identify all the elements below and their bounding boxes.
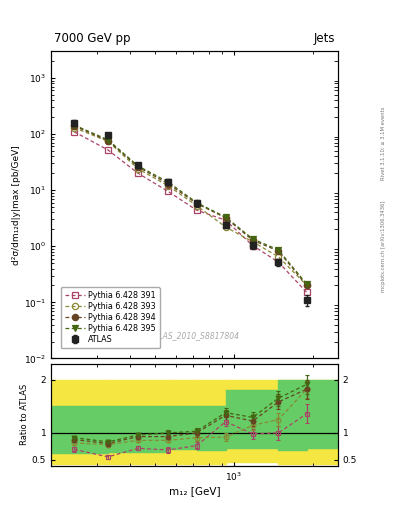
Line: Pythia 6.428 395: Pythia 6.428 395 xyxy=(71,122,310,287)
Pythia 6.428 393 xyxy=(250,239,255,245)
Pythia 6.428 393 xyxy=(305,282,309,288)
Pythia 6.428 394 xyxy=(305,282,309,288)
Y-axis label: d²σ/dm₁₂d|y|max [pb/GeV]: d²σ/dm₁₂d|y|max [pb/GeV] xyxy=(12,145,21,265)
Pythia 6.428 394 xyxy=(166,181,171,187)
Pythia 6.428 393 xyxy=(276,253,281,260)
Pythia 6.428 393 xyxy=(136,166,140,172)
Pythia 6.428 394 xyxy=(106,138,110,144)
Pythia 6.428 395 xyxy=(106,137,110,143)
Line: Pythia 6.428 391: Pythia 6.428 391 xyxy=(71,129,310,295)
Text: mcplots.cern.ch [arXiv:1306.3436]: mcplots.cern.ch [arXiv:1306.3436] xyxy=(381,200,386,291)
Pythia 6.428 395 xyxy=(305,281,309,287)
Pythia 6.428 394 xyxy=(223,215,228,221)
Pythia 6.428 391 xyxy=(250,243,255,249)
Pythia 6.428 395 xyxy=(194,200,199,206)
Pythia 6.428 393 xyxy=(72,124,77,131)
Pythia 6.428 391 xyxy=(305,289,309,295)
Pythia 6.428 394 xyxy=(72,123,77,129)
Pythia 6.428 395 xyxy=(136,163,140,169)
Pythia 6.428 393 xyxy=(223,224,228,230)
Line: Pythia 6.428 394: Pythia 6.428 394 xyxy=(71,123,310,289)
Pythia 6.428 394 xyxy=(250,237,255,243)
Pythia 6.428 391 xyxy=(106,147,110,153)
Pythia 6.428 394 xyxy=(194,200,199,206)
Pythia 6.428 394 xyxy=(136,164,140,170)
Text: 7000 GeV pp: 7000 GeV pp xyxy=(54,32,130,45)
Legend: Pythia 6.428 391, Pythia 6.428 393, Pythia 6.428 394, Pythia 6.428 395, ATLAS: Pythia 6.428 391, Pythia 6.428 393, Pyth… xyxy=(61,287,160,348)
Pythia 6.428 391 xyxy=(136,170,140,176)
Pythia 6.428 395 xyxy=(250,236,255,242)
X-axis label: m₁₂ [GeV]: m₁₂ [GeV] xyxy=(169,486,220,496)
Pythia 6.428 391 xyxy=(223,217,228,223)
Pythia 6.428 391 xyxy=(276,259,281,265)
Text: Rivet 3.1.10; ≥ 3.1M events: Rivet 3.1.10; ≥ 3.1M events xyxy=(381,106,386,180)
Pythia 6.428 395 xyxy=(223,214,228,220)
Pythia 6.428 393 xyxy=(166,183,171,189)
Pythia 6.428 395 xyxy=(72,122,77,128)
Pythia 6.428 395 xyxy=(276,247,281,253)
Pythia 6.428 394 xyxy=(276,248,281,254)
Y-axis label: Ratio to ATLAS: Ratio to ATLAS xyxy=(20,384,29,445)
Pythia 6.428 391 xyxy=(194,207,199,213)
Text: Jets: Jets xyxy=(314,32,335,45)
Line: Pythia 6.428 393: Pythia 6.428 393 xyxy=(71,124,310,289)
Text: ATLAS_2010_S8817804: ATLAS_2010_S8817804 xyxy=(149,331,240,340)
Pythia 6.428 391 xyxy=(72,129,77,135)
Pythia 6.428 391 xyxy=(166,188,171,195)
Pythia 6.428 393 xyxy=(194,203,199,209)
Pythia 6.428 393 xyxy=(106,138,110,144)
Pythia 6.428 395 xyxy=(166,179,171,185)
